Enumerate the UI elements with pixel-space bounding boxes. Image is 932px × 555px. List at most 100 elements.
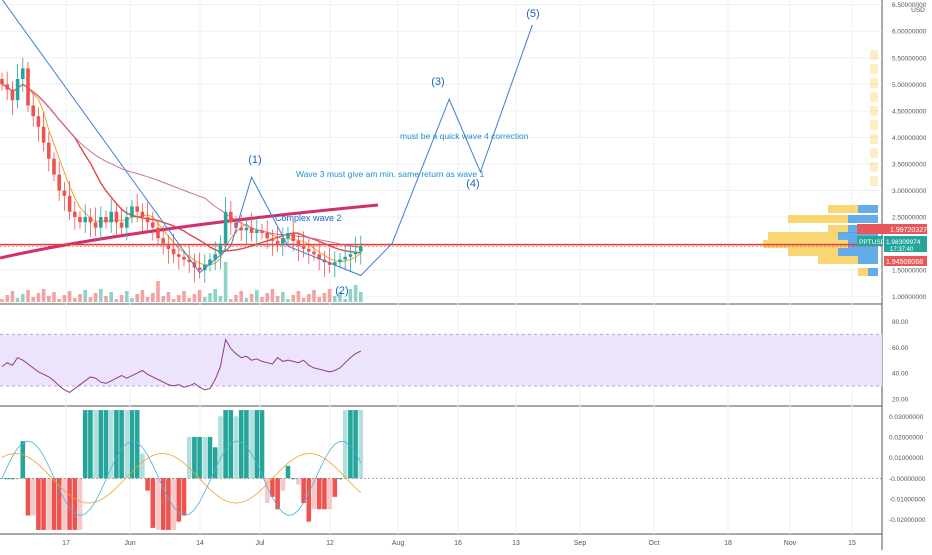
wave-4-note: must be a quick wave 4 correction [400,131,529,141]
price-tick-label: 4.00000000 [892,135,927,142]
wave-projection-line [1,0,533,277]
price-tick-label: 5.50000000 [892,55,927,62]
histogram-bar [30,478,36,516]
histogram-bar [72,478,78,530]
volume-bar [239,291,243,302]
volume-bar [234,295,238,302]
candle-body [88,217,93,223]
profile-bar [858,268,868,276]
volume-bar [119,295,124,302]
candles [0,57,363,283]
volume-bar [327,289,332,302]
profile-bar [868,268,878,276]
volume-bar [151,293,155,302]
profile-bar-light [870,148,878,158]
histogram-bar [223,410,228,479]
histogram-bar [306,478,312,522]
histogram-bar [296,478,301,485]
volume-bar [36,293,41,302]
candle-body [244,227,249,231]
profile-bar [818,256,858,264]
volume-bar [52,292,56,302]
volume-bar [348,289,353,302]
ma-long-line [1,83,361,248]
volume-bar [57,299,61,302]
volume-bar [291,295,295,302]
histogram-bar [88,410,93,479]
histogram-bar [114,410,119,479]
rsi-tick-label: 20.00 [892,396,909,403]
candle-body [171,248,176,255]
candle-body [62,190,67,196]
ticker-tag [857,236,883,246]
candle-body [93,222,98,228]
histogram-bar [332,478,338,497]
candle-body [301,246,306,249]
histogram-bar [0,478,5,480]
candle-body [15,78,20,101]
histogram-bar [4,478,10,480]
histogram-bar [119,410,124,479]
candle-body [104,217,108,223]
countdown-text: 17:37:40 [890,247,914,253]
volume-bar [213,289,217,302]
volume-bar [218,296,223,302]
candle-body [109,211,113,223]
histogram-tick-label: 0.01000000 [889,455,924,462]
histogram-bar [238,410,244,479]
histogram-bar [197,436,202,479]
volume-bar [343,299,347,302]
volume-bar [307,294,311,302]
histogram-bar [124,410,130,479]
wave-drawings[interactable] [1,0,533,277]
candle-body [348,254,353,257]
volume-bars [0,262,363,302]
volume-bar [83,290,87,302]
rsi-tick-label: 80.00 [892,319,909,326]
grid-lines [0,0,883,550]
wave-2-label: (2) [335,285,348,297]
histogram-bar [134,410,140,479]
profile-bar-light [870,162,878,172]
histogram-bar [140,453,145,479]
volume-bar [197,290,202,302]
candle-body [197,267,202,271]
time-tick-label: Aug [392,540,405,547]
histogram-bar [36,478,41,530]
price-tick-label: 1.00000000 [892,294,927,301]
candle-body [353,251,358,255]
candle-body [125,217,129,228]
current-price-text: 1.98309974 [886,239,921,246]
candle-body [208,259,212,265]
histogram-bar [171,478,176,530]
candle-body [213,254,217,260]
volume-bar [260,297,264,302]
price-tick-label: 6.00000000 [892,29,927,36]
candle-body [307,248,311,252]
histogram-bar [93,410,98,479]
histogram-bar [249,410,254,479]
histogram-bar [348,410,353,479]
histogram-bar [160,478,166,530]
time-tick-label: 13 [512,540,520,547]
volume-bar [0,299,4,302]
candle-body [140,211,145,218]
wave-4-label: (4) [466,178,479,190]
price-tick-label: 2.50000000 [892,215,927,222]
volume-bar [104,296,108,302]
time-tick-label: 17 [62,540,70,547]
wave-3-note: Wave 3 must give am min. same return as … [296,169,484,179]
ma-short-line [1,83,362,266]
candle-body [239,227,243,231]
histogram-bar [20,441,26,479]
candle-body [275,240,280,244]
volume-bar [5,295,9,302]
histogram-bar [280,478,286,491]
candle-body [57,174,61,191]
volume-bar [359,292,363,302]
histogram-bar [62,478,67,530]
candle-body [166,243,171,249]
candle-body [312,251,316,255]
histogram-bar [290,478,296,480]
